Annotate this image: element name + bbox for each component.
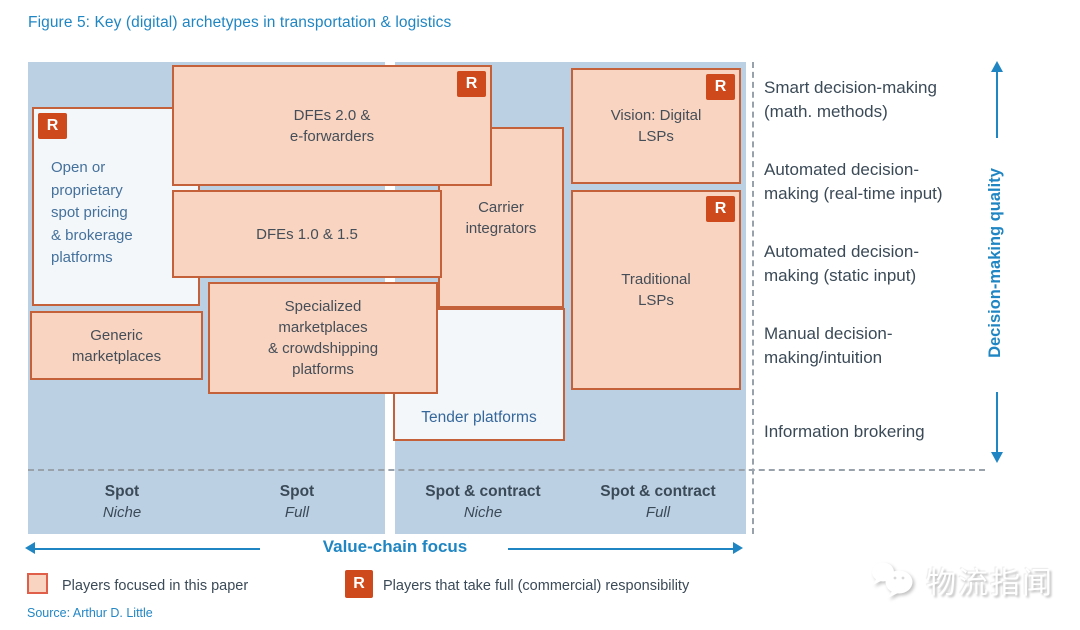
archetype-box-dfes-1-0: DFEs 1.0 & 1.5 <box>172 190 442 278</box>
box-label: Vision: Digital LSPs <box>610 107 702 145</box>
archetype-box-specialized-marketplaces: Specialized marketplaces & crowdshipping… <box>208 282 438 394</box>
responsibility-badge-icon: R <box>706 74 735 100</box>
x-axis-arrow-left-icon <box>25 542 35 554</box>
x-axis-column-scope: Full <box>284 504 310 521</box>
legend-responsibility-label: Players that take full (commercial) resp… <box>383 578 690 594</box>
x-axis-column-segment: Spot & contract <box>600 483 716 500</box>
y-axis-title: Decision-making quality <box>986 168 1004 358</box>
source-note: Source: Arthur D. Little <box>27 606 153 620</box>
legend-focused-label: Players focused in this paper <box>62 578 249 594</box>
x-axis-column-spot-contract-niche: Spot & contract Niche <box>398 481 568 523</box>
watermark: 物流指闻 <box>868 558 1054 602</box>
archetype-box-generic-marketplaces: Generic marketplaces <box>30 311 203 380</box>
x-axis-column-scope: Niche <box>102 504 142 521</box>
y-axis-arrow-down-icon <box>991 452 1003 463</box>
archetype-box-vision-digital-lsps: R Vision: Digital LSPs <box>571 68 741 184</box>
archetype-box-dfes-2-0: R DFEs 2.0 & e-forwarders <box>172 65 492 186</box>
x-axis-column-segment: Spot & contract <box>425 483 541 500</box>
wechat-icon <box>872 562 913 598</box>
x-axis-column-spot-niche: Spot Niche <box>37 481 207 523</box>
watermark-text: 物流指闻 <box>926 567 1054 600</box>
legend-focused-swatch-icon <box>27 573 48 594</box>
y-axis-level-smart: Smart decision-making (math. methods) <box>764 78 937 121</box>
matrix-right-divider-line <box>752 62 754 534</box>
responsibility-badge-icon: R <box>345 570 373 598</box>
information-brokering-divider-line <box>28 469 985 471</box>
y-axis-arrow-up-icon <box>991 61 1003 72</box>
y-axis-level-automated-realtime: Automated decision- making (real-time in… <box>764 160 943 203</box>
y-axis-line <box>996 72 998 138</box>
x-axis-column-spot-full: Spot Full <box>212 481 382 523</box>
box-label: Open or proprietary spot pricing & broke… <box>51 159 133 266</box>
box-label: Carrier integrators <box>465 198 537 237</box>
x-axis-column-segment: Spot <box>279 483 315 500</box>
y-axis-level-manual: Manual decision- making/intuition <box>764 324 893 367</box>
x-axis-line <box>35 548 260 550</box>
y-axis-line <box>996 392 998 452</box>
x-axis-title: Value-chain focus <box>322 537 468 556</box>
x-axis-column-segment: Spot <box>104 483 140 500</box>
figure-title: Figure 5: Key (digital) archetypes in tr… <box>28 14 452 31</box>
x-axis-line <box>508 548 734 550</box>
box-label: DFEs 1.0 & 1.5 <box>256 225 358 243</box>
box-label: Generic marketplaces <box>71 326 162 365</box>
y-axis-level-automated-static: Automated decision- making (static input… <box>764 242 919 285</box>
archetype-box-carrier-integrators: Carrier integrators <box>438 127 564 308</box>
x-axis-column-spot-contract-full: Spot & contract Full <box>573 481 743 523</box>
responsibility-badge-icon: R <box>706 196 735 222</box>
x-axis-column-scope: Full <box>645 504 671 521</box>
responsibility-badge-icon: R <box>457 71 486 97</box>
responsibility-badge-icon: R <box>38 113 67 139</box>
archetype-box-traditional-lsps: R Traditional LSPs <box>571 190 741 390</box>
box-label: Tender platforms <box>421 409 537 426</box>
y-axis-level-information-brokering: Information brokering <box>764 422 925 441</box>
box-label: Traditional LSPs <box>621 271 691 309</box>
x-axis-arrow-right-icon <box>733 542 743 554</box>
box-label: DFEs 2.0 & e-forwarders <box>289 106 375 145</box>
box-label: Specialized marketplaces & crowdshipping… <box>267 298 379 378</box>
x-axis-column-scope: Niche <box>463 504 503 521</box>
